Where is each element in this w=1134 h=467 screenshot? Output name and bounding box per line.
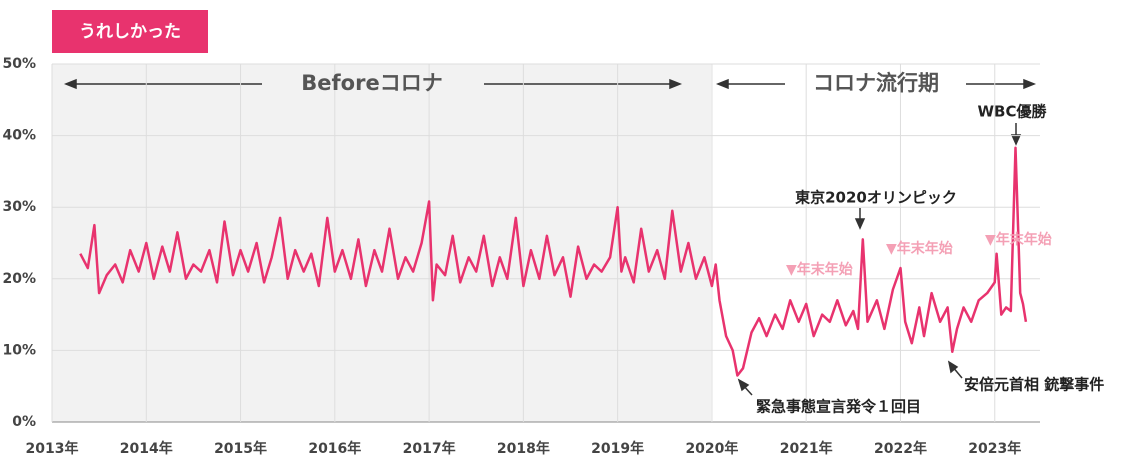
legend-label: うれしかった: [79, 22, 181, 42]
data-line: [79, 146, 1028, 377]
y-tick-label: 10%: [2, 342, 36, 358]
x-tick-label: 2014年: [120, 440, 173, 457]
legend-box: [52, 10, 208, 53]
arrows: [63, 78, 1037, 396]
annotation: コロナ流行期: [813, 71, 939, 95]
before-region: [52, 64, 711, 422]
annotation: 東京2020オリンピック: [795, 189, 957, 207]
x-tick-label: 2020年: [685, 440, 738, 457]
x-tick-label: 2015年: [214, 440, 267, 457]
annotation: ▼年末年始: [886, 240, 953, 257]
annotation: Beforeコロナ: [301, 71, 442, 95]
x-tick-label: 2021年: [780, 440, 833, 457]
x-tick-label: 2017年: [403, 440, 456, 457]
y-tick-label: 50%: [2, 56, 36, 72]
x-tick-label: 2013年: [26, 440, 79, 457]
annotation: 緊急事態宣言発令１回目: [756, 398, 921, 416]
annotation: ▼年末年始: [786, 261, 853, 278]
x-tick-label: 2023年: [968, 440, 1021, 457]
y-tick-label: 30%: [2, 199, 36, 215]
annotation: WBC優勝: [978, 103, 1048, 121]
annotation: ▼年末年始: [985, 231, 1052, 248]
x-tick-label: 2022年: [874, 440, 927, 457]
y-tick-label: 40%: [2, 128, 36, 144]
annotation: 安倍元首相 銃撃事件: [964, 376, 1104, 394]
x-tick-label: 2016年: [308, 440, 361, 457]
x-tick-label: 2018年: [497, 440, 550, 457]
x-tick-label: 2019年: [591, 440, 644, 457]
y-tick-label: 20%: [2, 271, 36, 287]
y-tick-label: 0%: [12, 414, 36, 430]
